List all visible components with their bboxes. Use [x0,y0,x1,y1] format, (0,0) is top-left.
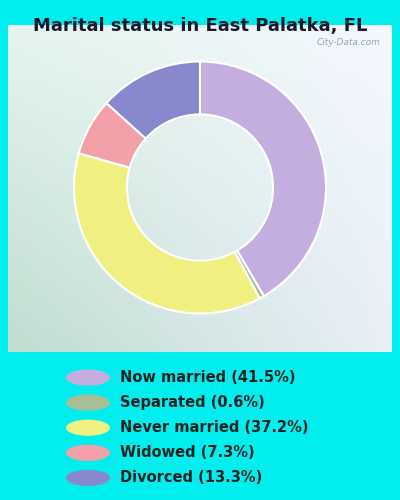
Text: Divorced (13.3%): Divorced (13.3%) [120,470,262,486]
Text: Separated (0.6%): Separated (0.6%) [120,395,265,410]
Text: Never married (37.2%): Never married (37.2%) [120,420,308,435]
Text: Widowed (7.3%): Widowed (7.3%) [120,446,255,460]
Circle shape [66,420,110,436]
Wedge shape [235,250,264,298]
Wedge shape [200,62,326,296]
Text: Marital status in East Palatka, FL: Marital status in East Palatka, FL [33,18,367,36]
Wedge shape [74,154,260,314]
Text: City-Data.com: City-Data.com [316,38,380,47]
Wedge shape [106,62,200,138]
Circle shape [66,470,110,486]
Text: Now married (41.5%): Now married (41.5%) [120,370,296,385]
Circle shape [66,394,110,411]
Wedge shape [79,103,146,168]
Circle shape [66,444,110,461]
Circle shape [66,370,110,386]
